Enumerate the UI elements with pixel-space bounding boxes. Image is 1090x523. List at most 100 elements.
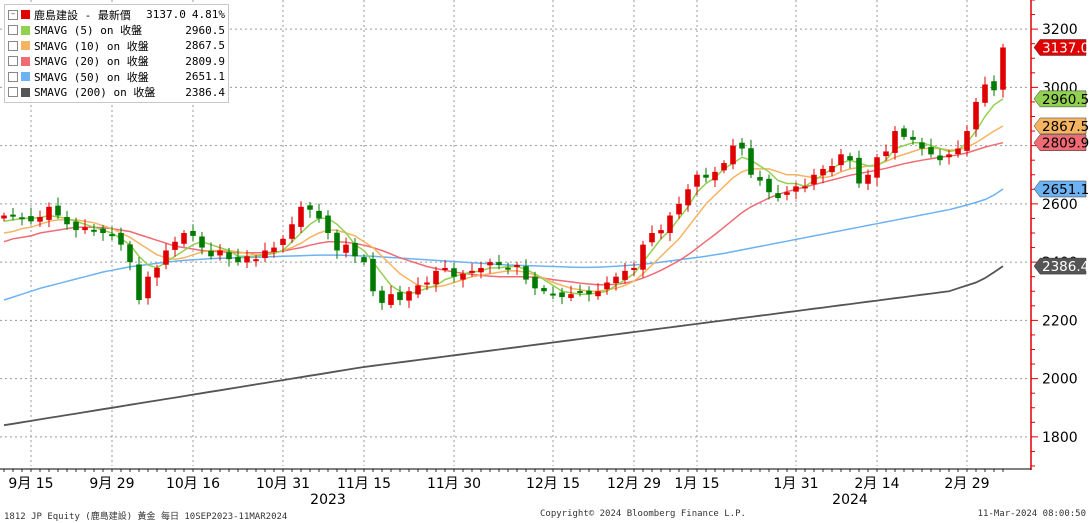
candle-body	[685, 189, 691, 206]
candle-body	[388, 294, 394, 305]
candle-body	[217, 250, 223, 256]
legend-swatch	[21, 25, 30, 35]
legend-checkbox[interactable]	[8, 25, 18, 36]
legend-title: 鹿島建設 - 最新價	[34, 8, 131, 22]
candle-body	[586, 290, 592, 295]
legend-checkbox[interactable]	[8, 71, 18, 82]
x-tick-label: 9月 29	[89, 476, 134, 492]
candle	[1, 212, 7, 222]
candle	[19, 212, 25, 226]
collapse-icon[interactable]: −	[8, 9, 18, 20]
candle	[208, 242, 214, 260]
candle	[973, 97, 979, 137]
candle	[829, 158, 835, 177]
candle-body	[460, 273, 466, 280]
candle-body	[892, 131, 898, 153]
candle-body	[37, 216, 43, 222]
candle	[154, 264, 160, 287]
candle	[298, 201, 304, 233]
candle-body	[271, 247, 277, 252]
price-tag-label: 3137.0	[1042, 40, 1089, 56]
footer-timestamp: 11-Mar-2024 08:00:50	[977, 509, 1086, 519]
candle	[199, 231, 205, 255]
legend-label: SMAVG (20) on 收盤	[34, 55, 149, 69]
candle	[478, 262, 484, 279]
candle	[946, 149, 952, 165]
candle	[460, 269, 466, 288]
x-tick-label: 2月 29	[944, 476, 989, 492]
candle	[910, 130, 916, 145]
candle-body	[568, 294, 574, 298]
candle	[694, 171, 700, 196]
x-tick-label: 10月 16	[166, 476, 220, 492]
candle	[424, 276, 430, 291]
candle	[874, 154, 880, 187]
candle	[793, 182, 799, 200]
legend-checkbox[interactable]	[8, 87, 18, 98]
candle-body	[856, 157, 862, 184]
candle-body	[154, 267, 160, 278]
candle-body	[397, 292, 403, 300]
candle-body	[901, 128, 907, 137]
candle-body	[937, 155, 943, 161]
candle-body	[424, 282, 430, 285]
candle	[343, 237, 349, 258]
legend-checkbox[interactable]	[8, 40, 18, 51]
legend-checkbox[interactable]	[8, 56, 18, 67]
candle-body	[496, 262, 502, 266]
candle-body	[613, 276, 619, 284]
candle-body	[946, 154, 952, 158]
candle	[451, 262, 457, 283]
candle	[847, 152, 853, 169]
legend-row-price: − 鹿島建設 - 最新價 3137.0 4.81%	[8, 7, 225, 23]
legend-value: 2867.5	[185, 39, 225, 53]
candle-body	[577, 290, 583, 293]
moving-average-lines	[3, 98, 1004, 427]
candle-body	[226, 252, 232, 260]
candle-body	[442, 267, 448, 270]
price-tag-label: 2867.5	[1042, 119, 1089, 135]
candle-body	[676, 203, 682, 215]
candle-body	[649, 233, 655, 243]
candle-body	[919, 142, 925, 149]
candle-body	[802, 186, 808, 189]
candle	[73, 217, 79, 238]
candle-body	[343, 244, 349, 253]
candle	[487, 258, 493, 274]
candle-body	[244, 256, 250, 263]
candle	[919, 137, 925, 156]
ma20-line	[3, 141, 1004, 286]
footer-security: 1812 JP Equity (鹿島建設) 黃金 每日 10SEP2023-11…	[4, 512, 288, 522]
candle-body	[532, 276, 538, 289]
candle	[901, 125, 907, 140]
candle-body	[973, 101, 979, 130]
candle-body	[766, 178, 772, 193]
candle-body	[748, 148, 754, 175]
candle	[865, 169, 871, 191]
y-tick-label: 2600	[1042, 197, 1078, 213]
candle	[955, 140, 961, 158]
candle-body	[631, 267, 637, 270]
candle-body	[190, 230, 196, 236]
candle-body	[982, 84, 988, 103]
candle	[127, 240, 133, 271]
candle-body	[1000, 47, 1006, 90]
candle	[334, 229, 340, 259]
candle-body	[991, 81, 997, 91]
candle	[676, 196, 682, 219]
candle-body	[487, 262, 493, 266]
candle	[883, 144, 889, 161]
candle-body	[451, 268, 457, 277]
legend-label: SMAVG (10) on 收盤	[34, 39, 149, 53]
candle	[370, 252, 376, 297]
y-tick-label: 2000	[1042, 372, 1078, 388]
candle	[397, 285, 403, 306]
candle-body	[694, 174, 700, 187]
y-tick-label: 2200	[1042, 313, 1078, 329]
candle	[532, 271, 538, 296]
price-tag-shape	[1033, 39, 1087, 56]
candle-body	[298, 206, 304, 227]
price-tag-label: 2809.9	[1042, 136, 1089, 152]
candle-body	[559, 292, 565, 298]
